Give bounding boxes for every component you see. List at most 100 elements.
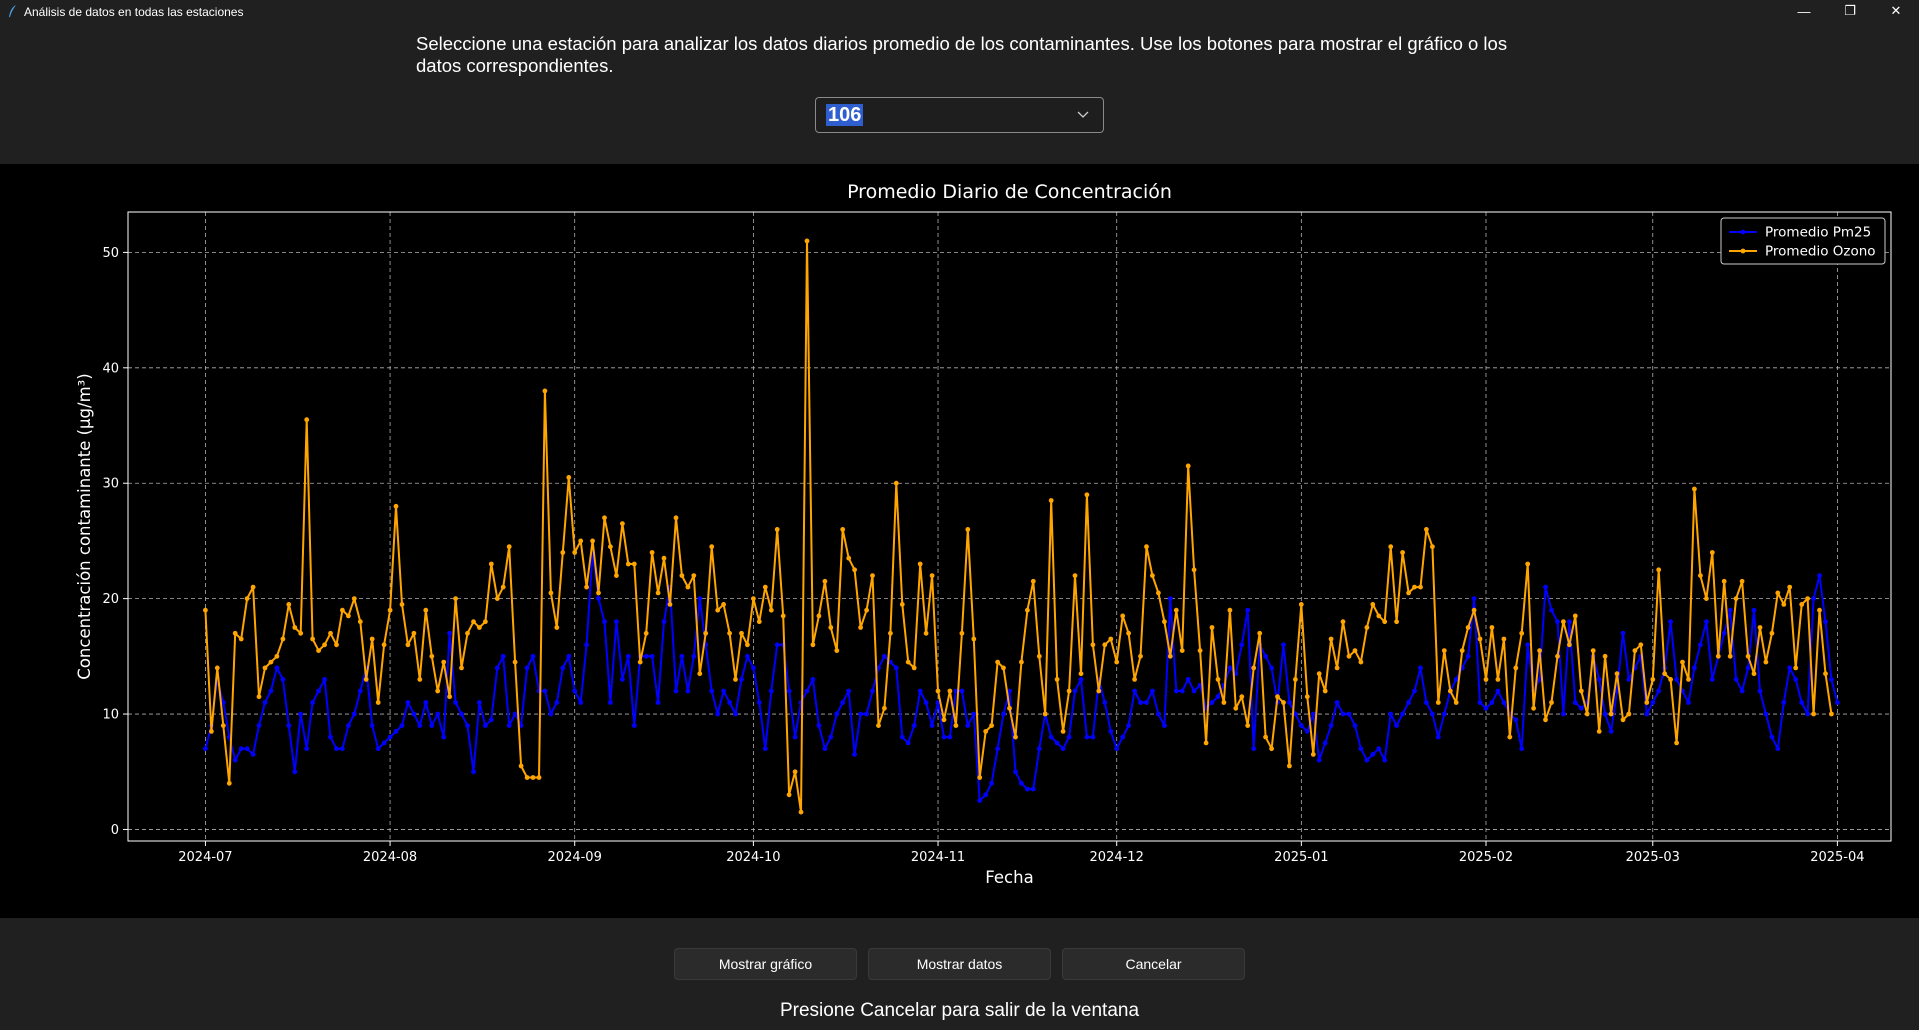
data-point: [1614, 671, 1620, 677]
data-point: [1435, 700, 1441, 705]
data-point: [1519, 746, 1525, 752]
data-point: [1578, 688, 1584, 694]
data-point: [1179, 688, 1185, 694]
data-point: [1263, 653, 1268, 659]
maximize-button[interactable]: ❐: [1844, 3, 1856, 18]
data-point: [280, 677, 286, 682]
data-point: [250, 752, 256, 757]
data-point: [1692, 486, 1697, 492]
data-point: [715, 711, 721, 717]
data-point: [518, 723, 524, 728]
cancel-button[interactable]: Cancelar: [1062, 948, 1245, 980]
data-point: [899, 734, 905, 740]
data-point: [947, 688, 953, 694]
data-point: [1090, 642, 1096, 648]
data-point: [1644, 700, 1650, 705]
data-point: [1203, 740, 1209, 746]
data-point: [1459, 648, 1465, 653]
data-point: [238, 746, 244, 752]
data-point: [274, 653, 280, 659]
data-point: [494, 665, 500, 671]
data-point: [965, 527, 971, 532]
data-point: [1179, 648, 1185, 653]
data-point: [393, 729, 399, 734]
data-point: [1430, 711, 1435, 717]
data-point: [768, 607, 774, 613]
data-point: [1114, 746, 1120, 752]
data-point: [1531, 705, 1536, 711]
data-point: [363, 677, 369, 682]
data-point: [1060, 729, 1066, 734]
data-point: [274, 665, 280, 671]
close-button[interactable]: ✕: [1890, 3, 1902, 18]
data-point: [1692, 665, 1697, 671]
data-point: [888, 630, 893, 636]
data-point: [1167, 596, 1173, 601]
data-point: [357, 619, 363, 625]
data-point: [441, 659, 447, 665]
data-point: [1114, 659, 1120, 665]
data-point: [1060, 746, 1066, 752]
station-select[interactable]: 106: [815, 97, 1104, 133]
data-point: [1561, 619, 1566, 625]
data-point: [1215, 677, 1221, 682]
data-point: [203, 607, 208, 613]
y-axis-label: Concentración contaminante (µg/m³): [75, 373, 94, 679]
data-point: [1477, 700, 1483, 705]
data-point: [917, 688, 923, 694]
show-graph-button[interactable]: Mostrar gráfico: [674, 948, 857, 980]
data-point: [232, 630, 238, 636]
data-point: [1572, 613, 1578, 619]
data-point: [1001, 711, 1006, 717]
data-point: [584, 584, 589, 590]
data-point: [209, 729, 214, 734]
data-point: [1501, 636, 1507, 642]
data-point: [226, 780, 232, 786]
minimize-button[interactable]: —: [1797, 3, 1811, 19]
data-point: [1823, 671, 1828, 677]
data-point: [608, 544, 613, 550]
data-point: [1412, 584, 1417, 590]
data-point: [989, 780, 994, 786]
data-point: [768, 688, 774, 694]
data-point: [620, 677, 625, 682]
data-point: [995, 746, 1000, 752]
data-point: [1019, 659, 1024, 665]
data-point: [917, 561, 923, 567]
data-point: [1084, 734, 1090, 740]
data-point: [316, 688, 321, 694]
data-point: [1489, 625, 1495, 630]
data-point: [1382, 757, 1388, 763]
data-point: [1727, 607, 1733, 613]
data-point: [1721, 630, 1727, 636]
data-point: [977, 798, 983, 803]
data-point: [328, 734, 333, 740]
data-point: [1590, 648, 1596, 653]
data-point: [214, 665, 220, 671]
data-point: [1191, 567, 1197, 573]
data-point: [1626, 711, 1632, 717]
data-point: [1686, 677, 1691, 682]
data-point: [721, 602, 726, 607]
data-point: [1084, 492, 1090, 498]
data-point: [1346, 711, 1352, 717]
data-point: [459, 711, 464, 717]
data-point: [1156, 590, 1161, 596]
data-point: [560, 665, 566, 671]
data-point: [1424, 700, 1429, 705]
data-point: [1185, 677, 1191, 682]
data-point: [435, 711, 441, 717]
data-point: [1066, 734, 1072, 740]
data-point: [1596, 677, 1602, 682]
data-point: [1215, 694, 1221, 700]
data-point: [727, 700, 732, 705]
data-point: [542, 688, 548, 694]
data-point: [620, 521, 625, 526]
data-point: [1602, 653, 1608, 659]
data-point: [882, 705, 887, 711]
data-point: [381, 642, 387, 648]
data-point: [876, 665, 881, 671]
show-data-button[interactable]: Mostrar datos: [868, 948, 1051, 980]
data-point: [1441, 711, 1447, 717]
data-point: [876, 723, 881, 728]
